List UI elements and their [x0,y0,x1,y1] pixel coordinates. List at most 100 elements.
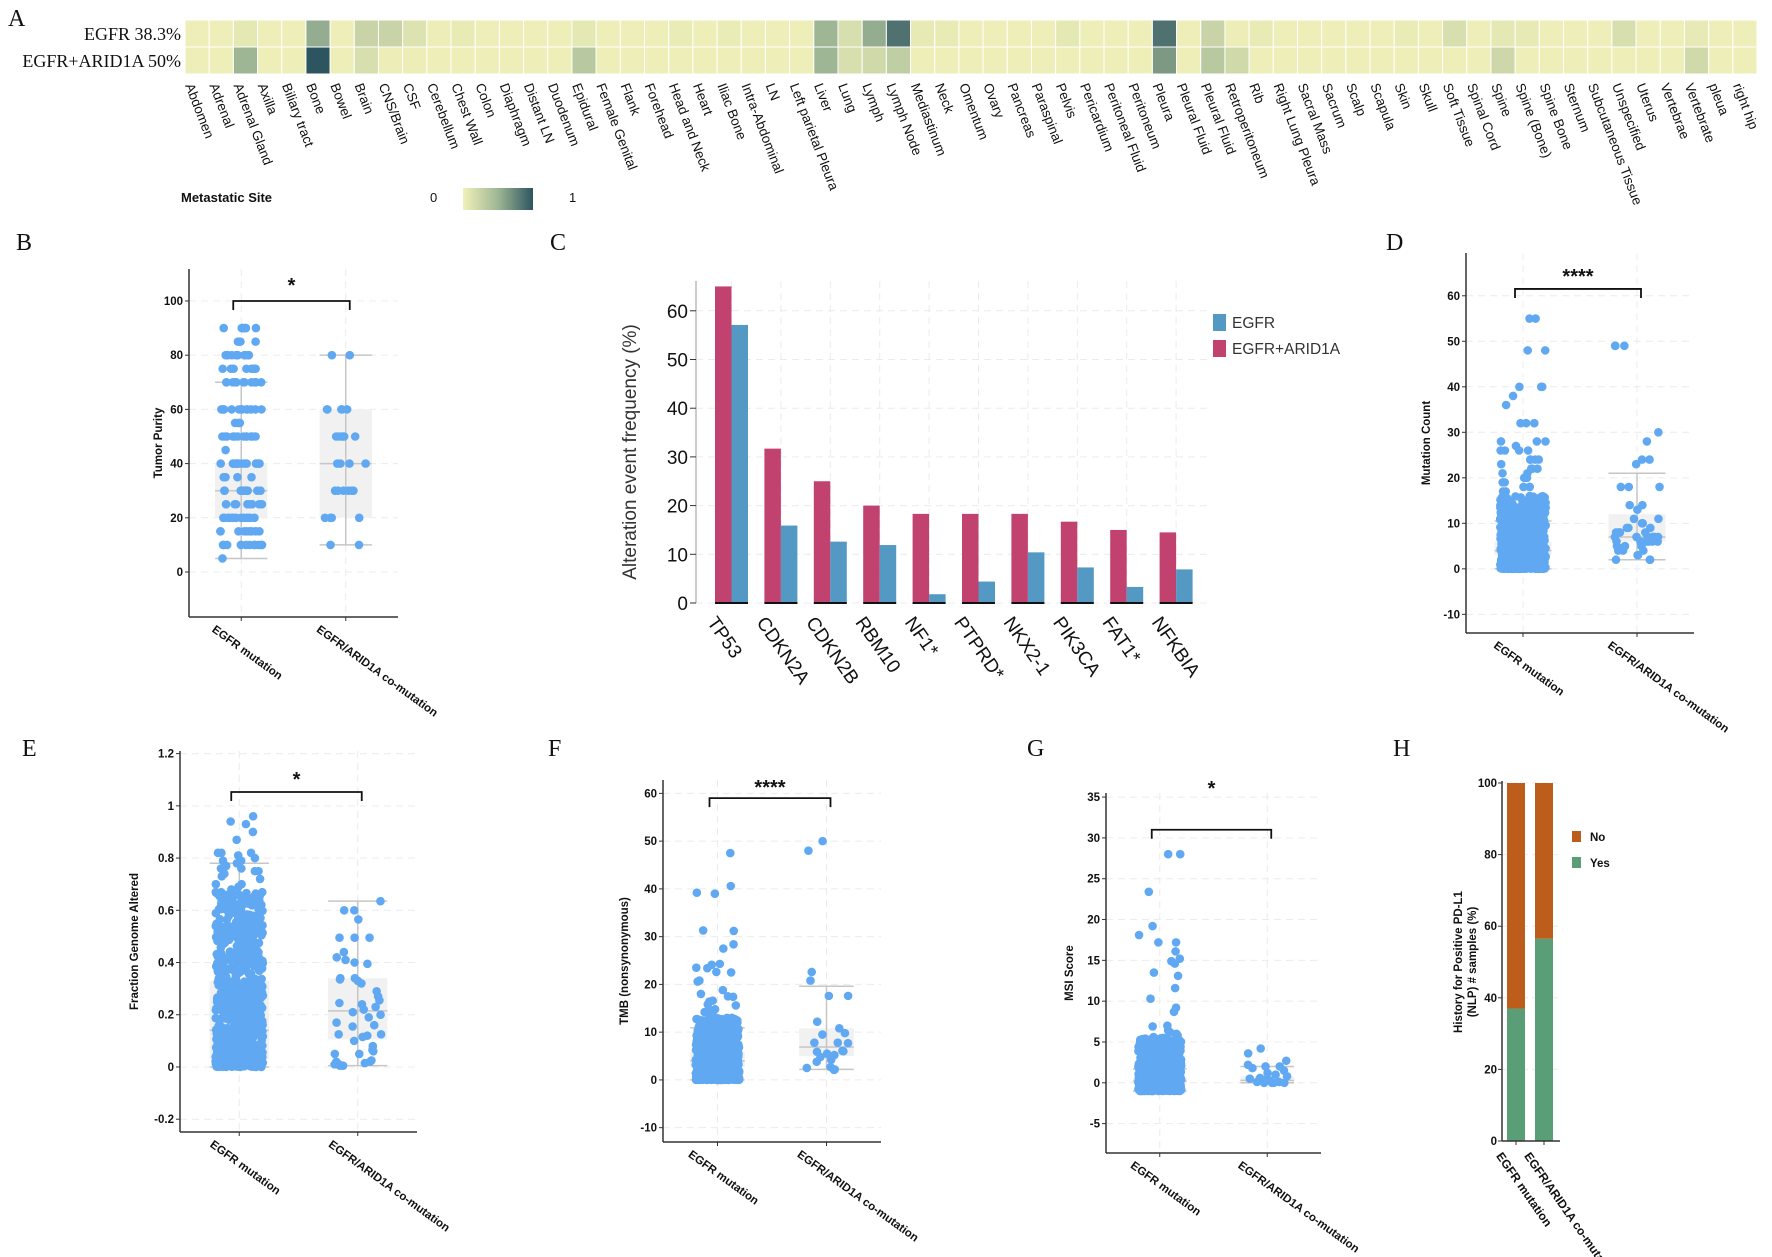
heatmap-cell [1683,46,1710,75]
data-point [333,486,343,496]
heatmap-row-label: EGFR 38.3% [84,24,181,44]
data-point [1541,552,1551,561]
data-point [369,1047,378,1056]
data-point [1624,482,1634,492]
data-point [1517,535,1526,545]
data-point [1148,1086,1158,1096]
heatmap-cell [1272,19,1298,48]
data-point [724,1062,734,1072]
y-tick-label: 0.6 [158,905,174,917]
data-point [707,1065,716,1075]
data-point [1252,1077,1262,1087]
heatmap-cell [1296,19,1323,48]
data-point [226,1043,235,1053]
data-point [1633,505,1642,514]
heatmap-column-label: Scalp [1343,81,1369,118]
heatmap-column-label: Lung [835,81,860,114]
y-axis-title: TMB (nonsynonymous) [619,897,631,1025]
heatmap-cell [1659,19,1685,48]
heatmap-cell [934,19,960,48]
heatmap-column-label: Left parietal Pleura [787,81,842,193]
data-point [358,1032,367,1042]
bar-egfr [1077,567,1094,603]
heatmap-cell [789,19,815,48]
heatmap-cell [1708,19,1734,48]
data-point [354,513,364,523]
heatmap-column-label: Skull [1416,81,1440,114]
data-point [213,1049,223,1059]
data-point [248,827,258,837]
heatmap-cell [668,19,694,48]
heatmap-metastatic-site: EGFR 38.3%EGFR+ARID1A 50%AbdomenAdrenalA… [22,19,1761,210]
data-point [350,933,359,943]
data-point [211,1005,221,1015]
data-point [221,972,231,982]
data-point [1613,546,1623,555]
panel-e-box-scatter: -0.2 0 0.2 0.4 0.6 0.8 1 1.2 EGFR mutation EGFR/A… [129,749,452,1235]
heatmap-cell [958,46,984,75]
panel-label-c: C [550,230,566,256]
data-point [712,967,721,977]
x-category-label: EGFR/ARID1A co-mutation [314,624,440,720]
data-point [1654,514,1663,524]
heatmap-column-label: Neck [932,81,957,115]
data-point [1620,341,1629,351]
data-point [254,918,264,928]
heatmap-column-label: Flank [618,81,644,117]
data-point [1282,1071,1292,1081]
data-point [1170,983,1180,993]
data-point [233,350,243,360]
data-point [1501,400,1511,410]
y-tick-label: 100 [164,296,183,308]
heatmap-cell [232,19,259,48]
data-point [733,1040,743,1050]
heatmap-column-label: Brain [352,81,377,116]
heatmap-cell [426,19,452,48]
data-point [818,836,827,846]
data-point [251,323,261,333]
data-point [714,1057,723,1067]
data-point [220,932,230,941]
heatmap-cell [498,46,525,75]
data-point [1496,446,1505,455]
data-point [236,905,245,915]
legend-swatch [1213,340,1226,357]
heatmap-cell [426,46,452,75]
data-point [250,974,260,984]
data-point [1172,1076,1181,1085]
bar-egfr [1176,569,1193,603]
data-point [726,968,736,977]
data-point [230,432,240,441]
data-point [247,364,256,374]
data-point [239,941,249,951]
data-point [1531,314,1540,323]
data-point [251,527,261,536]
data-point [323,405,332,414]
data-point [693,977,702,986]
data-point [1156,1035,1165,1045]
data-point [211,879,221,889]
data-point [256,993,266,1003]
heatmap-cell [571,46,597,75]
data-point [1499,515,1508,525]
heatmap-cell [547,19,573,48]
data-point [376,1030,386,1039]
x-category-label: EGFR mutation [209,624,284,683]
y-tick-label: 80 [170,350,183,362]
data-point [1497,525,1507,535]
x-category-label: NF1* [900,613,942,661]
data-point [349,1036,359,1046]
data-point [1271,1070,1280,1079]
data-point [1631,459,1641,469]
significance-label: **** [754,777,785,799]
data-point [1140,1055,1149,1064]
data-point [335,1061,345,1070]
data-point [1625,500,1635,510]
y-axis-title: History for Positive PD-L1 [1453,890,1465,1032]
data-point [718,985,728,995]
data-point [1134,930,1144,940]
data-point [1516,493,1526,502]
data-point [729,926,739,936]
heatmap-cell [329,46,355,75]
